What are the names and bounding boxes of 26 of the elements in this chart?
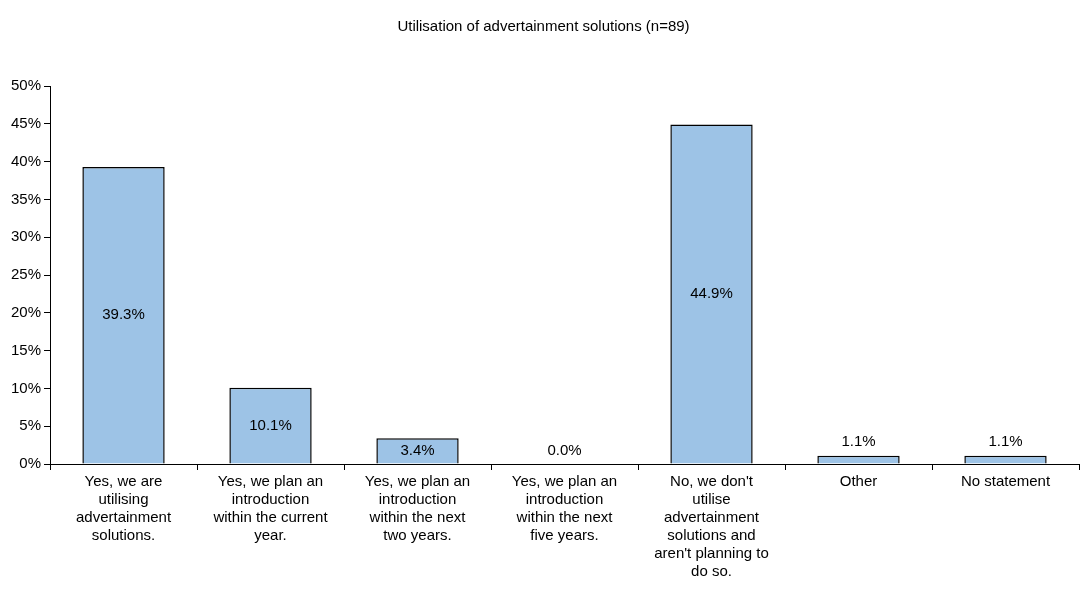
y-tick-label: 40%	[10, 151, 42, 169]
y-tick-label: 5%	[19, 416, 42, 434]
x-tick-label: Yes, we are utilising advertainment solutions.	[75, 472, 172, 544]
y-tick-label: 25%	[10, 265, 42, 283]
y-tick-label: 30%	[10, 227, 42, 245]
data-label: 3.4%	[400, 441, 435, 459]
x-tick-label: Yes, we plan an introduction within the next five years.	[511, 472, 618, 544]
y-tick-label: 20%	[10, 302, 42, 320]
data-label: 44.9%	[690, 284, 733, 302]
x-tick-label: No statement	[960, 472, 1051, 490]
y-tick-label: 0%	[19, 454, 42, 472]
data-label: 39.3%	[102, 305, 145, 323]
x-tick-label: Yes, we plan an introduction within the current year.	[212, 472, 329, 544]
data-label: 0.0%	[547, 440, 582, 458]
y-tick-label: 15%	[10, 340, 42, 358]
chart-title: Utilisation of advertainment solutions (n=89)	[397, 17, 690, 35]
data-label: 10.1%	[249, 415, 292, 433]
y-tick-label: 35%	[10, 189, 42, 207]
x-tick-label: Yes, we plan an introduction within the next two years.	[364, 472, 471, 544]
y-tick-label: 45%	[10, 113, 42, 131]
x-tick-label: No, we don't utilise advertainment solutions and aren't planning to do so.	[654, 472, 769, 580]
y-tick-label: 50%	[10, 76, 42, 94]
y-tick-label: 10%	[10, 378, 42, 396]
data-label: 1.1%	[988, 432, 1023, 450]
x-tick-label: Other	[839, 472, 878, 490]
data-label: 1.1%	[841, 432, 876, 450]
